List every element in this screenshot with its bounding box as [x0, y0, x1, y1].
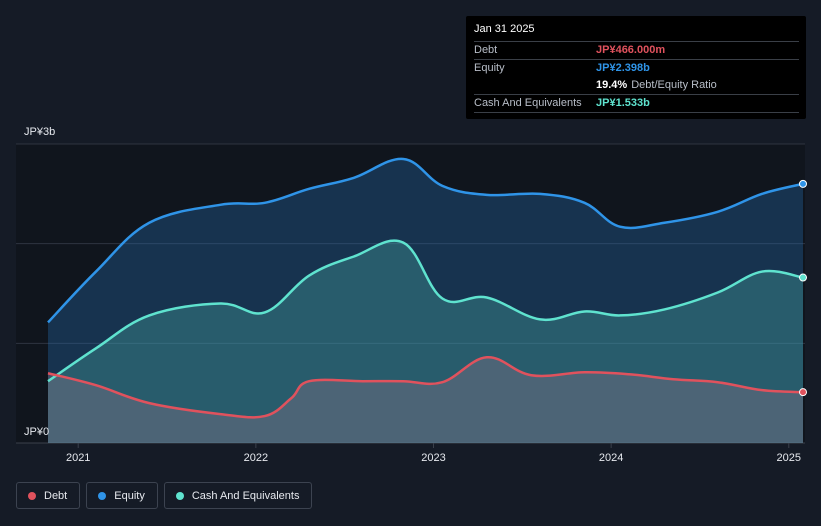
- equity-line: [47, 157, 804, 324]
- tooltip-equity-label: Equity: [474, 62, 505, 74]
- tooltip-row-ratio: 19.4% Debt/Equity Ratio: [474, 77, 799, 94]
- tooltip-ratio-value: 19.4%: [596, 79, 628, 91]
- legend-item-cash[interactable]: Cash And Equivalents: [163, 482, 313, 509]
- x-tick-label: 2021: [66, 452, 90, 464]
- x-tick-label: 2023: [421, 452, 445, 464]
- legend-label-cash: Cash And Equivalents: [191, 489, 300, 502]
- tooltip-ratio-label: Debt/Equity Ratio: [631, 79, 717, 91]
- x-axis: 2021 2022 2023 2024 2025: [66, 443, 801, 464]
- tooltip-debt-label: Debt: [474, 44, 498, 56]
- series-lines: [47, 157, 804, 419]
- data-tooltip: Jan 31 2025 Debt JP¥466.000m Equity JP¥2…: [466, 16, 806, 119]
- grid: [16, 143, 805, 444]
- debt-end-marker: [799, 388, 807, 397]
- debt-line: [47, 356, 804, 419]
- equity-dot-icon: [98, 491, 107, 500]
- cash-area: [48, 240, 803, 443]
- x-tick-label: 2022: [244, 452, 268, 464]
- x-tick-label: 2025: [777, 452, 801, 464]
- legend-item-equity[interactable]: Equity: [86, 482, 158, 509]
- y-axis-top-label: JP¥3b: [24, 126, 55, 138]
- cash-end-marker: [799, 273, 807, 282]
- tooltip-cash-label: Cash And Equivalents: [474, 97, 582, 109]
- debt-dot-icon: [28, 491, 36, 500]
- x-tick-label: 2024: [599, 452, 623, 464]
- legend-label-equity: Equity: [114, 489, 145, 502]
- plot-background: [16, 144, 805, 443]
- tooltip-cash-value: JP¥1.533b: [596, 97, 650, 109]
- chart-legend: Debt Equity Cash And Equivalents: [16, 482, 313, 509]
- legend-item-debt[interactable]: Debt: [16, 482, 81, 509]
- tooltip-debt-value: JP¥466.000m: [596, 44, 666, 56]
- tooltip-equity-value: JP¥2.398b: [596, 62, 650, 74]
- cash-dot-icon: [175, 491, 184, 500]
- cash-line: [47, 239, 804, 383]
- tooltip-row-debt: Debt JP¥466.000m: [474, 41, 799, 59]
- tooltip-row-equity: Equity JP¥2.398b: [474, 59, 799, 77]
- y-axis-bottom-label: JP¥0: [24, 426, 49, 438]
- tooltip-bottom-rule: [474, 112, 799, 130]
- tooltip-date: Jan 31 2025: [474, 23, 535, 35]
- legend-label-debt: Debt: [44, 489, 68, 502]
- end-markers: [799, 179, 807, 397]
- tooltip-ratio-spacer: [474, 77, 596, 94]
- tooltip-row-cash: Cash And Equivalents JP¥1.533b: [474, 94, 799, 112]
- equity-end-marker: [799, 179, 807, 188]
- debt-area: [48, 357, 803, 443]
